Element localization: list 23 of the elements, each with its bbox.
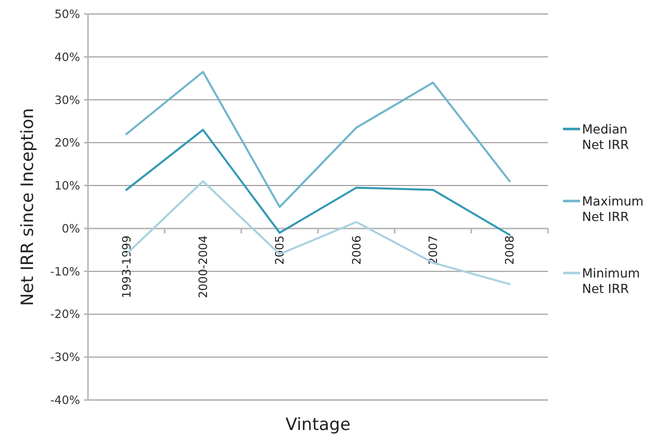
x-tick-label: 2005 (272, 235, 287, 265)
y-tick-label: 0% (62, 221, 80, 236)
legend-label: Median Net IRR (582, 121, 630, 152)
y-tick-label: 20% (54, 136, 80, 150)
x-tick-label: 2007 (426, 235, 440, 265)
legend-label: Minimum Net IRR (582, 265, 640, 296)
x-tick-label: 2000-2004 (196, 235, 210, 298)
x-tick-label: 1993-1999 (119, 235, 134, 298)
y-tick-label: -20% (50, 307, 80, 322)
line-series (125, 128, 511, 236)
x-axis-title: Vintage (285, 415, 351, 434)
y-axis-title: Net IRR since Inception (18, 108, 38, 306)
y-tick-label: 40% (54, 50, 80, 64)
y-tick-label: -30% (50, 350, 80, 364)
y-tick-label: 30% (54, 92, 80, 107)
y-tick-label: -10% (50, 264, 80, 278)
y-tick-label: 50% (54, 7, 80, 21)
x-tick-label: 2008 (502, 235, 517, 265)
line-series (125, 70, 511, 208)
x-tick-label: 2006 (349, 235, 364, 265)
legend-label: Maximum Net IRR (582, 193, 644, 224)
y-tick-label: -40% (50, 393, 80, 407)
y-tick-label: 10% (54, 178, 80, 193)
